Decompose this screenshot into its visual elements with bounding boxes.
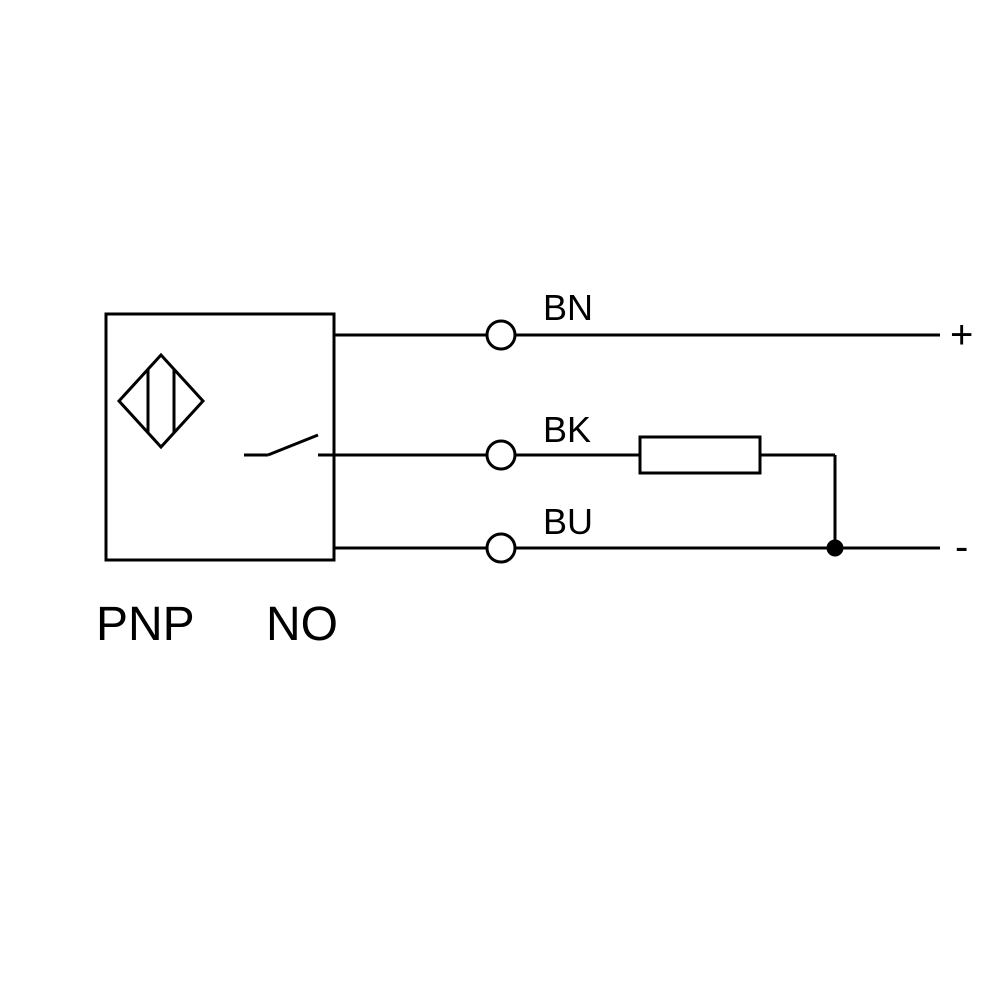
caption-no: NO (266, 598, 338, 651)
bk-label: BK (543, 409, 591, 450)
switch-arm (268, 435, 318, 455)
minus-label: - (955, 525, 968, 569)
sensor-diamond-icon (119, 355, 203, 447)
plus-label: + (950, 313, 973, 357)
bn-label: BN (543, 287, 593, 328)
bk-terminal (487, 441, 515, 469)
sensor-box (106, 314, 334, 560)
bn-terminal (487, 321, 515, 349)
bu-terminal (487, 534, 515, 562)
caption-pnp: PNP (96, 598, 195, 651)
load-resistor (640, 437, 760, 473)
bu-junction-dot (828, 541, 842, 555)
bu-label: BU (543, 501, 593, 542)
